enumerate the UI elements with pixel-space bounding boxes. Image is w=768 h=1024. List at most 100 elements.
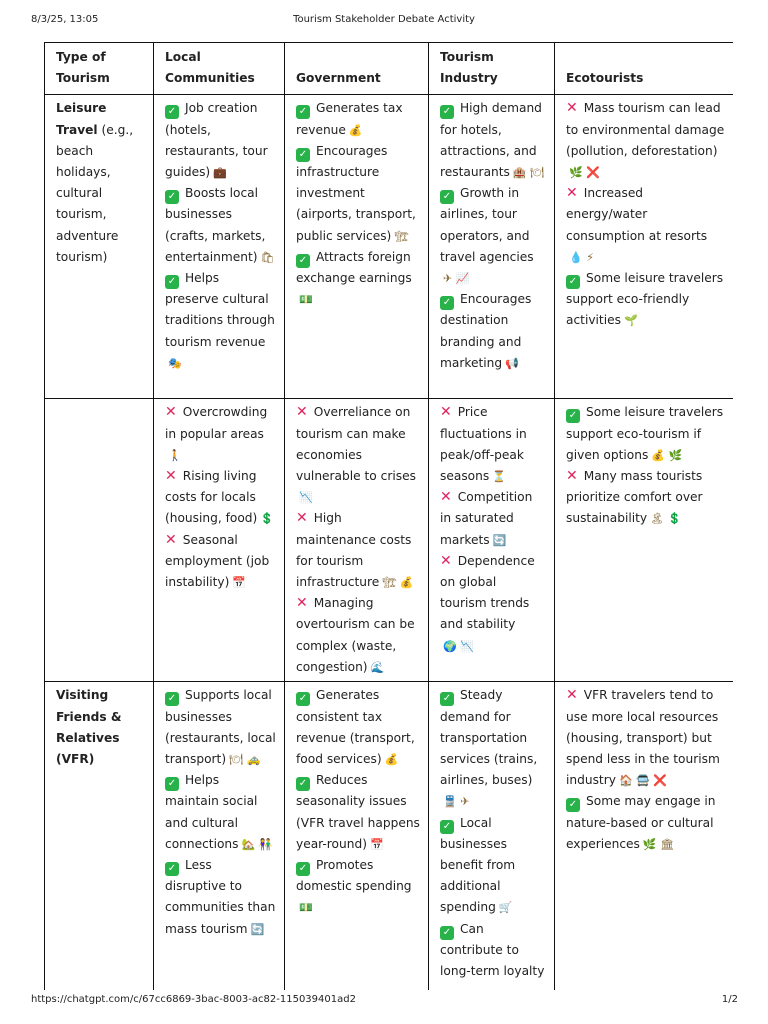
tourism-industry-cell: ✓ Steady demand for transportation servic… (428, 681, 555, 990)
stakeholder-table-container: Type of Tourism Local Communities Govern… (44, 42, 733, 990)
list-item: ✓ High demand for hotels, attractions, an… (440, 98, 546, 183)
emoji-icon: 🚶 (168, 448, 182, 462)
list-item: ✕ Managing overtourism can be complex (wa… (296, 593, 420, 678)
emoji-icon: 🏝 💲 (650, 512, 682, 526)
print-header: 8/3/25, 13:05 Tourism Stakeholder Debate… (0, 14, 768, 30)
list-item: ✕ Overcrowding in popular areas 🚶 (165, 402, 276, 466)
item-text: Steady demand for transportation service… (440, 688, 538, 788)
table-body: Leisure Travel (e.g., beach holidays, cu… (44, 94, 733, 990)
item-text: Price fluctuations in peak/off-peak seas… (440, 405, 527, 484)
check-icon: ✓ (165, 105, 179, 120)
print-footer: https://chatgpt.com/c/67cc6869-3bac-8003… (0, 994, 768, 1010)
item-text: Rising living costs for locals (housing,… (165, 469, 258, 526)
emoji-icon: 🌿 ❌ (569, 166, 600, 180)
item-text: Overreliance on tourism can make economi… (296, 405, 416, 484)
government-cell: ✓ Generates tax revenue 💰 ✓ Encourages infra… (284, 94, 429, 400)
tourism-type-cell (44, 398, 154, 683)
stakeholder-table: Type of Tourism Local Communities Govern… (44, 42, 733, 990)
table-row: Visiting Friends & Relatives (VFR) ✓ Suppo… (44, 681, 733, 990)
cross-icon: ✕ (566, 468, 578, 485)
header-ecotourists: Ecotourists (554, 42, 733, 96)
item-text: Boosts local businesses (crafts, markets… (165, 186, 266, 264)
emoji-icon: 🚆 ✈ (443, 795, 470, 809)
government-cell: ✓ Generates consistent tax revenue (trans… (284, 681, 429, 990)
local-communities-cell: ✓ Job creation (hotels, restaurants, tour… (153, 94, 285, 400)
check-icon: ✓ (296, 253, 310, 268)
check-icon: ✓ (296, 862, 310, 877)
list-item: ✓ Promotes domestic spending 💵 (296, 855, 420, 919)
item-text: Less disruptive to communities than mass… (165, 858, 276, 936)
list-item: ✕ Many mass tourists prioritize comfort o… (566, 466, 725, 530)
page-url: https://chatgpt.com/c/67cc6869-3bac-8003… (31, 994, 356, 1005)
emoji-icon: 🏨 🍽 (512, 166, 545, 180)
check-icon: ✓ (440, 819, 454, 834)
check-icon: ✓ (566, 798, 580, 813)
cross-icon: ✕ (440, 552, 452, 569)
tourism-industry-cell: ✕ Price fluctuations in peak/off-peak sea… (428, 398, 555, 683)
tourism-type-name: Visiting Friends & Relatives (VFR) (56, 688, 122, 767)
header-local-communities: Local Communities (153, 42, 285, 96)
cross-icon: ✕ (566, 687, 578, 704)
list-item: ✓ Encourages infrastructure investment (a… (296, 141, 420, 247)
item-text: High demand for hotels, attractions, and… (440, 101, 542, 180)
tourism-type-name: Leisure Travel (56, 101, 107, 137)
emoji-icon: 💲 (260, 512, 275, 526)
check-icon: ✓ (165, 777, 179, 792)
emoji-icon: 🛍 (260, 250, 275, 264)
list-item: ✕ Seasonal employment (job instability) 📅 (165, 530, 276, 594)
emoji-icon: 🛒 (498, 901, 513, 915)
emoji-icon: 💧 ⚡ (569, 250, 594, 264)
list-item: ✓ Attracts foreign exchange earnings 💵 (296, 247, 420, 311)
cross-icon: ✕ (440, 404, 452, 421)
list-item: ✕ Dependence on global tourism trends and… (440, 551, 546, 657)
check-icon: ✓ (165, 275, 179, 290)
item-text: Can contribute to long-term loyalty (440, 921, 545, 979)
emoji-icon: ✈ 📈 (443, 272, 470, 286)
local-communities-cell: ✓ Supports local businesses (restaurants,… (153, 681, 285, 990)
emoji-icon: 💰 (348, 123, 363, 137)
item-text: Helps preserve cultural traditions throu… (165, 271, 275, 349)
check-icon: ✓ (440, 190, 454, 205)
item-text: Some leisure travelers support eco-touri… (566, 405, 724, 462)
emoji-icon: 🔄 (492, 533, 507, 547)
emoji-icon: 🌱 (623, 314, 638, 328)
item-text: Competition in saturated markets (440, 490, 533, 547)
item-text: Growth in airlines, tour operators, and … (440, 186, 534, 264)
item-text: Attracts foreign exchange earnings (296, 249, 412, 286)
header-tourism-industry: Tourism Industry (428, 42, 555, 96)
emoji-icon: 🏗 💰 (382, 576, 414, 590)
item-text: Helps maintain social and cultural conne… (165, 773, 258, 851)
emoji-icon: 💵 (299, 293, 313, 307)
tourism-type-cell: Visiting Friends & Relatives (VFR) (44, 681, 154, 990)
ecotourists-cell: ✓ Some leisure travelers support eco-tour… (554, 398, 733, 683)
list-item: ✕ Rising living costs for locals (housing… (165, 466, 276, 530)
item-text: Generates tax revenue (296, 101, 403, 137)
tourism-type-examples: (e.g., beach holidays, cultural tourism,… (56, 122, 134, 264)
check-icon: ✓ (440, 105, 454, 120)
emoji-icon: 🎭 (168, 356, 182, 370)
emoji-icon: 🏗 (394, 229, 409, 243)
list-item: ✓ Growth in airlines, tour operators, and… (440, 183, 546, 289)
list-item: ✓ Some leisure travelers support eco-tour… (566, 402, 725, 466)
item-text: Job creation (hotels, restaurants, tour … (165, 101, 268, 180)
list-item: ✓ Encourages destination branding and mar… (440, 289, 546, 374)
cross-icon: ✕ (296, 404, 308, 421)
item-text: Many mass tourists prioritize comfort ov… (566, 469, 703, 526)
cross-icon: ✕ (165, 468, 177, 485)
tourism-industry-cell: ✓ High demand for hotels, attractions, an… (428, 94, 555, 400)
list-item: ✕ Mass tourism can lead to environmental … (566, 98, 725, 183)
check-icon: ✓ (566, 409, 580, 424)
check-icon: ✓ (440, 296, 454, 311)
item-text: Increased energy/water consumption at re… (566, 186, 708, 243)
list-item: ✓ Less disruptive to communities than mas… (165, 855, 276, 940)
emoji-icon: 💰 🌿 (651, 448, 683, 462)
table-row: ✕ Overcrowding in popular areas🚶 ✕ Rising l… (44, 398, 733, 683)
check-icon: ✓ (440, 692, 454, 707)
item-text: Promotes domestic spending (296, 858, 412, 894)
item-text: Encourages infrastructure investment (ai… (296, 143, 416, 243)
check-icon: ✓ (296, 147, 310, 162)
ecotourists-cell: ✕ Mass tourism can lead to environmental … (554, 94, 733, 400)
cross-icon: ✕ (566, 100, 578, 117)
emoji-icon: 💵 (299, 901, 313, 915)
item-text: Mass tourism can lead to environmental d… (566, 101, 725, 158)
